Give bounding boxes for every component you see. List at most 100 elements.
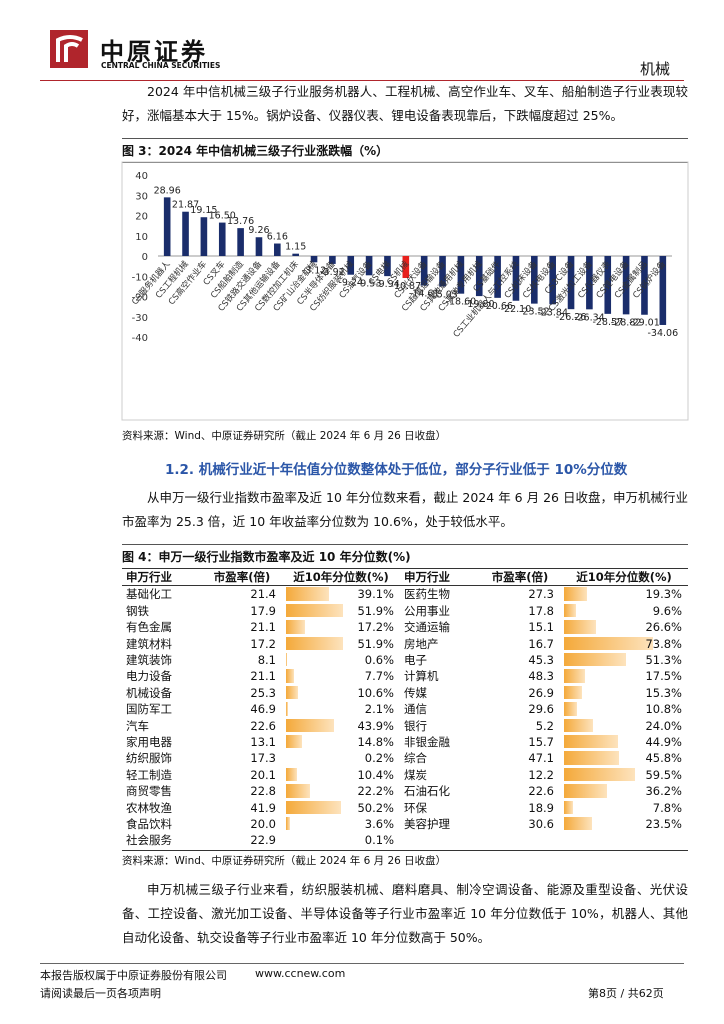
table-cell: 17.5% bbox=[645, 669, 682, 684]
table-cell: 48.3 bbox=[528, 669, 554, 684]
table-cell: 22.6 bbox=[250, 718, 276, 733]
percentile-bar bbox=[564, 653, 626, 667]
footer-copyright: 本报告版权属于中原证券股份有限公司 bbox=[40, 969, 227, 982]
table-cell: 0.2% bbox=[364, 751, 394, 766]
table-cell: 47.1 bbox=[528, 751, 554, 766]
table-cell: 交通运输 bbox=[404, 620, 450, 635]
percentile-bar bbox=[564, 784, 608, 798]
bar bbox=[439, 256, 446, 287]
value-label: -20.66 bbox=[482, 301, 513, 312]
percentile-bar bbox=[564, 620, 596, 634]
value-label: -26.34 bbox=[574, 312, 605, 323]
table-cell: 5.2 bbox=[535, 718, 554, 733]
table-cell: 环保 bbox=[404, 800, 427, 815]
table-cell: 0.6% bbox=[364, 653, 394, 667]
table-cell: 21.1 bbox=[250, 620, 276, 635]
percentile-bar bbox=[564, 603, 576, 618]
value-label: -28.57 bbox=[592, 317, 623, 328]
bar bbox=[586, 256, 593, 310]
value-label: 6.16 bbox=[267, 232, 288, 243]
bar bbox=[494, 256, 501, 298]
percentile-bar bbox=[564, 669, 585, 683]
table-cell: 17.2% bbox=[357, 620, 394, 635]
table-cell: 0.1% bbox=[364, 833, 394, 848]
footer-notice: 请阅读最后一页各项声明 bbox=[40, 987, 161, 1000]
percentile-bar bbox=[286, 767, 298, 782]
table-cell: 21.4 bbox=[250, 587, 276, 602]
value-label: -19.80 bbox=[464, 299, 495, 310]
table-cell: 73.8% bbox=[645, 636, 682, 651]
table-cell: 家用电器 bbox=[126, 735, 172, 749]
bar bbox=[384, 256, 391, 277]
percentile-bar bbox=[564, 636, 653, 650]
bar bbox=[457, 256, 465, 294]
table-cell: 银行 bbox=[404, 718, 427, 733]
chart-source: 资料来源：Wind、中原证券研究所（截止 2024 年 6 月 26 日收盘） bbox=[122, 430, 447, 442]
percentile-bar bbox=[286, 817, 290, 831]
bar bbox=[475, 256, 483, 297]
table-cell: 建筑装饰 bbox=[126, 653, 172, 667]
bar bbox=[604, 256, 612, 314]
value-label: -18.60 bbox=[446, 297, 477, 308]
table-cell: 17.2 bbox=[250, 636, 276, 651]
bar bbox=[402, 256, 410, 279]
value-label: 9.26 bbox=[248, 225, 269, 236]
value-label: -10.87 bbox=[391, 281, 422, 292]
table-cell: 46.9 bbox=[250, 702, 276, 717]
table-cell: 汽车 bbox=[126, 718, 149, 733]
chart-frame bbox=[121, 161, 689, 421]
table-cell: 15.1 bbox=[528, 620, 554, 635]
table-cell: 44.9% bbox=[645, 735, 682, 749]
table-cell: 26.9 bbox=[528, 685, 554, 700]
table-cell: 17.3 bbox=[250, 751, 276, 766]
y-tick-label: 20 bbox=[135, 212, 148, 223]
table-cell: 20.0 bbox=[250, 817, 276, 831]
table-cell: 15.7 bbox=[528, 735, 554, 749]
percentile-bar bbox=[286, 685, 298, 700]
column-header: 申万行业 bbox=[404, 570, 450, 584]
table-cell: 纺织服饰 bbox=[126, 751, 172, 766]
table-cell: 26.6% bbox=[645, 620, 682, 635]
value-label: 19.15 bbox=[190, 205, 217, 216]
percentile-bar bbox=[564, 718, 593, 732]
bar bbox=[512, 256, 520, 301]
value-label: -22.10 bbox=[501, 304, 532, 315]
bar bbox=[182, 211, 189, 256]
footer-rule bbox=[40, 963, 684, 964]
table-cell: 10.4% bbox=[357, 767, 394, 782]
table-cell: 轻工制造 bbox=[126, 767, 172, 782]
table-cell: 59.5% bbox=[645, 767, 682, 782]
table-cell: 公用事业 bbox=[404, 603, 450, 618]
percentile-bar bbox=[564, 751, 619, 765]
table-cell: 20.1 bbox=[250, 767, 276, 782]
table-cell: 39.1% bbox=[357, 587, 394, 602]
column-header: 近10年分位数(%) bbox=[293, 570, 389, 584]
value-label: 1.15 bbox=[285, 242, 306, 253]
value-label: 28.96 bbox=[154, 185, 181, 196]
table-cell: 18.9 bbox=[528, 800, 554, 815]
percentile-bar bbox=[286, 636, 344, 650]
bar bbox=[347, 256, 355, 275]
column-header: 市盈率(倍) bbox=[491, 570, 549, 584]
table-cell: 医药生物 bbox=[404, 587, 450, 602]
table-cell: 3.6% bbox=[364, 817, 394, 831]
percentile-bar bbox=[564, 800, 574, 814]
value-label: 21.87 bbox=[172, 200, 199, 211]
table-cell: 10.6% bbox=[357, 685, 394, 700]
value-label: 16.50 bbox=[209, 211, 236, 222]
table-cell: 8.1 bbox=[257, 653, 276, 667]
table-cell: 30.6 bbox=[528, 817, 554, 831]
y-tick-label: 40 bbox=[135, 171, 148, 182]
bar bbox=[329, 256, 336, 264]
value-label: -23.84 bbox=[537, 307, 568, 318]
table-cell: 社会服务 bbox=[126, 833, 172, 848]
table-cell: 电子 bbox=[404, 653, 427, 667]
table: 申万行业 市盈率(倍) 近10年分位数(%) 申万行业 市盈率(倍) 近10年分位数(%)… bbox=[122, 568, 688, 851]
bar bbox=[274, 243, 281, 256]
value-label: -15.03 bbox=[427, 289, 458, 300]
bar bbox=[365, 256, 373, 276]
bar bbox=[641, 256, 648, 315]
table-cell: 综合 bbox=[404, 751, 427, 766]
table-cell: 煤炭 bbox=[404, 767, 427, 782]
